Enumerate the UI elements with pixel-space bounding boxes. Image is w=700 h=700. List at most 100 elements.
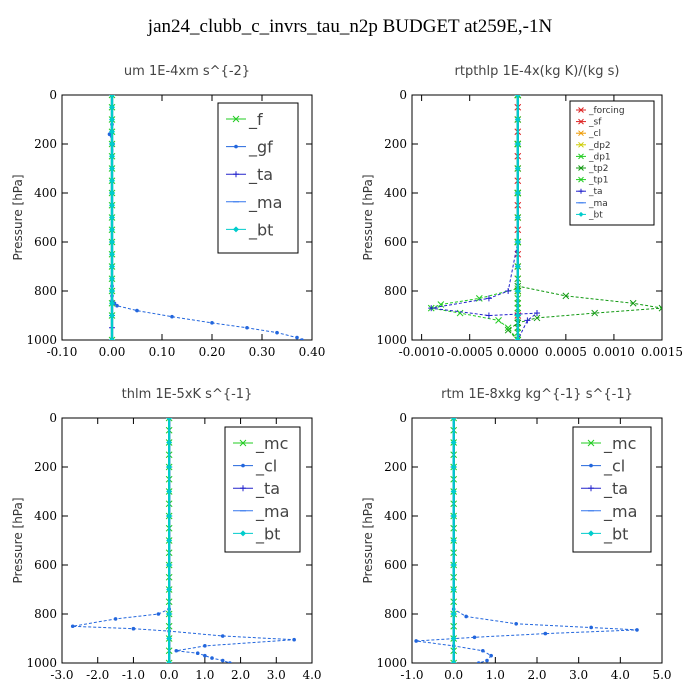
data-point (166, 464, 173, 470)
data-point (485, 295, 492, 302)
data-point (450, 464, 457, 470)
legend-marker (588, 485, 594, 492)
legend-marker (578, 176, 584, 183)
data-point (166, 660, 173, 663)
data-point (514, 190, 521, 196)
data-point (109, 165, 115, 172)
x-tick-label: 5.0 (652, 668, 671, 682)
data-point (485, 312, 492, 319)
legend-item-dp2: _dp2 (576, 141, 611, 151)
data-point (450, 439, 457, 446)
data-point (109, 239, 115, 245)
y-tick-label: 800 (384, 284, 407, 298)
legend-label: _bt (255, 524, 280, 544)
x-tick-label: 0.10 (149, 345, 176, 359)
plot-frame (61, 94, 313, 341)
plot-title: thlm 1E-5xK s^{-1} (122, 387, 253, 402)
legend-box (224, 426, 301, 553)
data-point (166, 439, 173, 446)
legend-item-ta: _ta (233, 479, 280, 499)
data-point (450, 659, 458, 663)
data-point (504, 326, 512, 334)
data-point (109, 153, 115, 160)
legend-label: _ta (255, 479, 280, 499)
plot-panel-3: thlm 1E-5xK s^{-1} Pressure [hPa] 0 200 400 6… (11, 387, 322, 682)
data-point (543, 631, 548, 636)
data-point (108, 336, 116, 340)
legend-marker (578, 141, 584, 148)
y-axis-label: Pressure [hPa] (11, 174, 25, 260)
data-point (109, 275, 115, 282)
legend-item-ma: _ma (233, 502, 289, 522)
data-point (166, 611, 173, 617)
x-tick-label: -1.0 (122, 668, 145, 682)
data-point (109, 116, 115, 123)
data-point (450, 418, 457, 421)
data-point (115, 303, 119, 308)
data-point (109, 202, 115, 209)
legend: _mc _cl_ta _ma_bt (572, 426, 652, 553)
y-axis-label: Pressure [hPa] (361, 497, 375, 583)
data-point (113, 617, 118, 621)
data-point (456, 309, 464, 317)
legend-label: _ma (588, 199, 608, 209)
data-point (514, 239, 521, 245)
data-point (166, 418, 173, 421)
y-tick-label: 800 (34, 284, 57, 298)
x-tick-label: 3.0 (267, 668, 286, 682)
y-tick-label: 600 (384, 558, 407, 572)
data-point (300, 338, 304, 340)
legend-marker (233, 171, 239, 178)
data-point (475, 294, 483, 302)
x-tick-label: 0.0000 (497, 345, 539, 359)
data-point (109, 214, 115, 221)
data-point (450, 586, 457, 593)
y-tick-label: 200 (384, 460, 407, 474)
page-title: jan24_clubb_c_invrs_tau_n2p BUDGET at259… (147, 16, 553, 37)
data-point (450, 635, 457, 642)
data-point (109, 226, 115, 233)
y-tick-label: 1000 (376, 656, 407, 670)
legend-marker (578, 165, 584, 171)
data-point (166, 635, 173, 642)
data-point (533, 314, 541, 322)
y-tick-label: 0 (49, 411, 57, 425)
data-point (450, 488, 457, 495)
legend-marker (589, 463, 593, 468)
legend-box (572, 426, 652, 553)
y-tick-label: 1000 (26, 333, 57, 347)
legend-label: _ma (248, 193, 282, 213)
data-point (476, 661, 481, 663)
legend-label: _mc (255, 434, 288, 454)
legend-marker (578, 211, 584, 217)
legend-item-mc: _mc (581, 434, 636, 454)
legend-label: _dp2 (588, 141, 611, 151)
x-tick-label: 0.0005 (545, 345, 587, 359)
data-point (210, 656, 214, 660)
data-point (591, 309, 599, 317)
legend-label: _f (248, 110, 263, 130)
y-tick-label: 400 (34, 186, 57, 200)
legend: _mc _cl_ta _ma_bt (224, 426, 301, 553)
y-tick-label: 0 (399, 88, 407, 102)
x-tick-label: -0.0010 (399, 345, 445, 359)
x-tick-label: 0.0015 (641, 345, 683, 359)
data-point (414, 639, 418, 643)
data-point (228, 661, 232, 663)
data-point (203, 644, 207, 648)
data-point (450, 660, 457, 663)
x-tick-label: 0.30 (249, 345, 276, 359)
x-tick-label: -1.0 (400, 668, 423, 682)
legend: _forcing _sf_cl _dp2_dp1 _tp2 _tp1_ta _ma_bt (569, 100, 655, 226)
series-ta (428, 95, 540, 340)
legend-marker (578, 188, 584, 194)
legend-marker (578, 130, 584, 137)
data-point (514, 116, 521, 123)
data-point (109, 263, 115, 270)
data-point (109, 300, 115, 307)
legend-label: _cl (603, 457, 625, 477)
data-point (629, 299, 637, 307)
data-point (514, 336, 522, 340)
y-tick-label: 200 (34, 460, 57, 474)
x-tick-label: 0.40 (299, 345, 326, 359)
